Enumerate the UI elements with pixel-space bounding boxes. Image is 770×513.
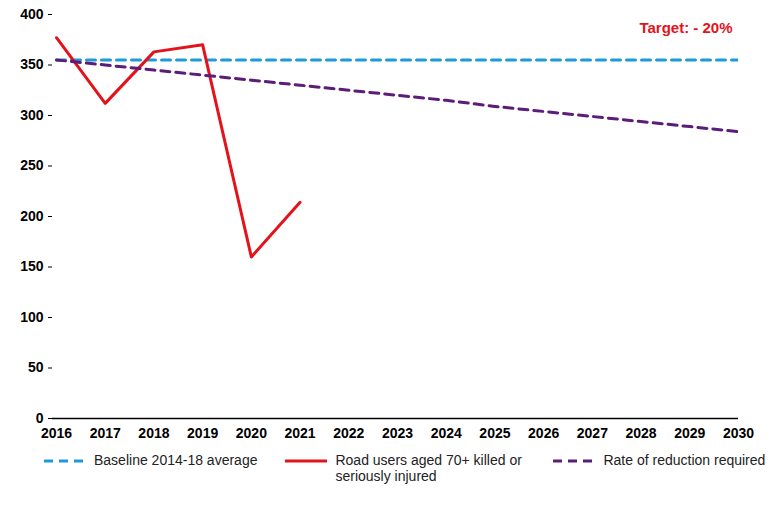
- svg-text:2021: 2021: [284, 425, 315, 441]
- html-text:Road users aged 70+ killed or: Road users aged 70+ killed or seriously …: [335, 452, 522, 484]
- svg-text:2028: 2028: [625, 425, 656, 441]
- svg-text:2024: 2024: [431, 425, 462, 441]
- svg-text:2020: 2020: [236, 425, 267, 441]
- svg-text:350: 350: [20, 56, 44, 72]
- svg-text:2027: 2027: [577, 425, 608, 441]
- svg-text:2022: 2022: [333, 425, 364, 441]
- svg-text:50: 50: [28, 359, 44, 375]
- svg-text:300: 300: [20, 107, 44, 123]
- svg-text:2030: 2030: [723, 425, 754, 441]
- svg-text:2018: 2018: [138, 425, 169, 441]
- svg-text:2019: 2019: [187, 425, 218, 441]
- html-text:Rate of reduction required: Rate of reduction required: [603, 452, 766, 468]
- svg-text:0: 0: [36, 410, 44, 426]
- svg-text:Target: - 20%: Target: - 20%: [639, 19, 732, 36]
- svg-text:2016: 2016: [41, 425, 72, 441]
- html-text:Baseline 2014-18 average: Baseline 2014-18 average: [94, 452, 258, 468]
- svg-text:2029: 2029: [674, 425, 705, 441]
- svg-text:2017: 2017: [90, 425, 121, 441]
- svg-text:2026: 2026: [528, 425, 559, 441]
- svg-text:250: 250: [20, 157, 44, 173]
- svg-text:400: 400: [20, 6, 44, 22]
- svg-text:2023: 2023: [382, 425, 413, 441]
- svg-text:100: 100: [20, 309, 44, 325]
- svg-text:200: 200: [20, 208, 44, 224]
- svg-text:150: 150: [20, 258, 44, 274]
- svg-text:2025: 2025: [479, 425, 510, 441]
